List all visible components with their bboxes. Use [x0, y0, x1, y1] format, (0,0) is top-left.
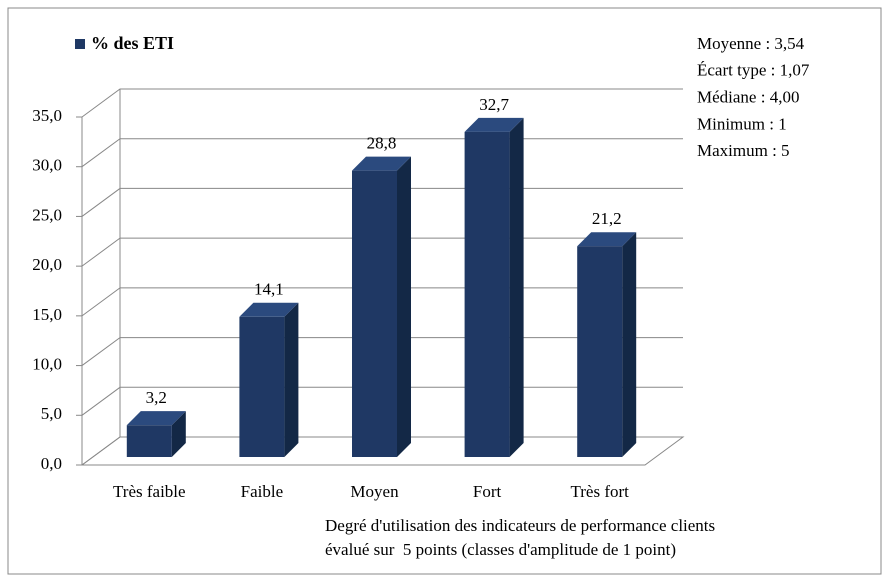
bar-side: [284, 302, 299, 457]
legend-label: % des ETI: [91, 33, 174, 53]
legend-swatch: [75, 39, 85, 49]
bar: [126, 425, 172, 457]
bar-top: [352, 156, 411, 171]
annotation: Médiane : 4,00: [697, 88, 799, 107]
x-axis-label: évalué sur 5 points (classes d'amplitude…: [325, 540, 676, 559]
x-tick-label: Très fort: [570, 482, 629, 501]
y-tick-label: 30,0: [32, 156, 62, 175]
annotation: Minimum : 1: [697, 114, 787, 133]
y-tick-label: 35,0: [32, 106, 62, 125]
y-tick-label: 10,0: [32, 354, 62, 373]
bar: [352, 170, 397, 457]
bar-top: [577, 232, 637, 247]
annotation: Écart type : 1,07: [697, 61, 810, 80]
y-tick-label: 25,0: [32, 205, 62, 224]
data-label: 21,2: [592, 209, 622, 228]
bar-top: [464, 117, 524, 132]
x-tick-label: Faible: [241, 482, 284, 501]
bar: [464, 131, 510, 457]
bar-side: [622, 232, 637, 457]
y-tick-label: 5,0: [41, 404, 62, 423]
y-tick-label: 0,0: [41, 454, 62, 473]
bar: [577, 246, 623, 457]
x-tick-label: Fort: [473, 482, 502, 501]
bar: [239, 316, 285, 457]
x-tick-label: Très faible: [113, 482, 186, 501]
bar-side: [171, 411, 186, 457]
x-axis-label: Degré d'utilisation des indicateurs de p…: [325, 516, 715, 535]
y-tick-label: 20,0: [32, 255, 62, 274]
data-label: 28,8: [367, 134, 397, 153]
data-label: 32,7: [479, 95, 509, 114]
bar-side: [509, 117, 524, 458]
y-tick-label: 15,0: [32, 305, 62, 324]
bar-top: [239, 302, 299, 317]
annotation: Maximum : 5: [697, 141, 790, 160]
annotation: Moyenne : 3,54: [697, 34, 805, 53]
data-label: 14,1: [254, 280, 284, 299]
bar-top: [126, 411, 186, 426]
x-tick-label: Moyen: [350, 482, 399, 501]
grid-line: [81, 88, 683, 118]
chart-frame: [7, 7, 882, 575]
bar-side: [397, 156, 411, 457]
data-label: 3,2: [146, 388, 167, 407]
